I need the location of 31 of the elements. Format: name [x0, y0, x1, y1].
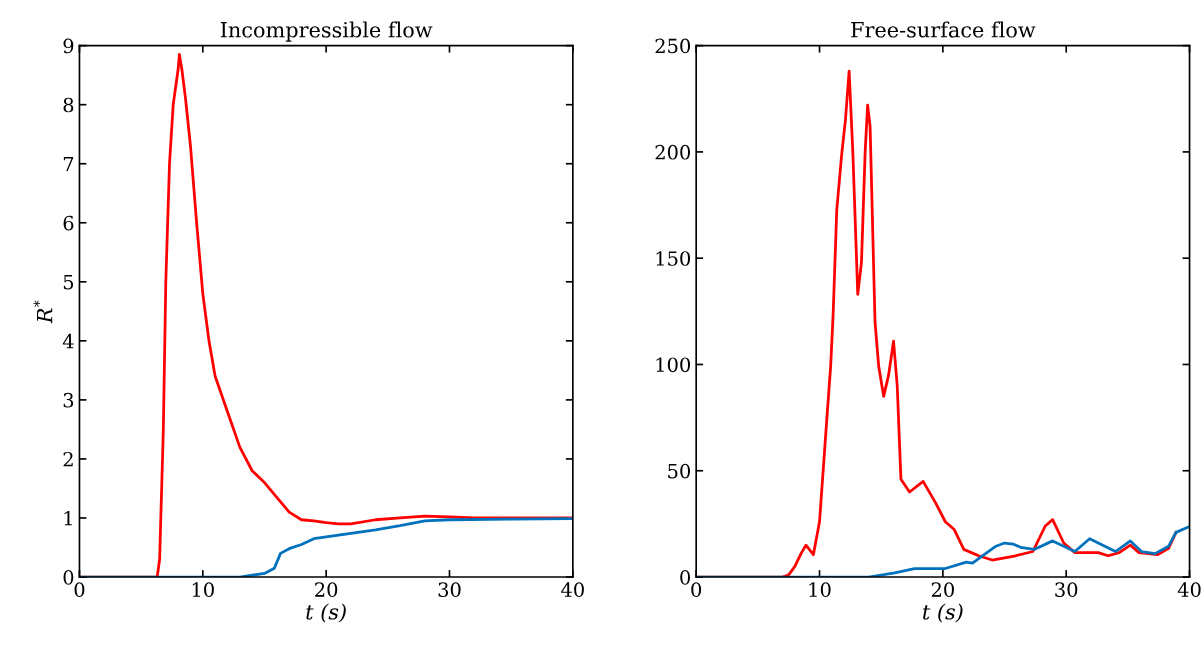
chart-title: Free-surface flow — [851, 21, 1036, 38]
chart-title: Incompressible flow — [220, 21, 433, 42]
y-tick-label: 7 — [63, 156, 74, 172]
x-tick-label: 40 — [1177, 582, 1201, 597]
y-tick-label: 4 — [62, 333, 74, 349]
x-axis-title: t (s) — [306, 603, 346, 623]
y-tick-label: 8 — [63, 97, 74, 113]
y-tick-label: 2 — [63, 451, 73, 467]
y-tick-label: 200 — [655, 144, 691, 160]
y-tick-label: 50 — [668, 463, 691, 479]
y-tick-label: 1 — [64, 510, 72, 526]
x-tick-label: 0 — [691, 582, 702, 597]
x-tick-label: 30 — [438, 582, 461, 597]
x-tick-label: 10 — [809, 582, 831, 597]
x-tick-label: 40 — [561, 582, 584, 597]
x-tick-label: 20 — [931, 582, 954, 597]
y-tick-label: 0 — [680, 569, 691, 585]
y-axis-title: R$^{*}$ — [33, 300, 53, 324]
y-tick-label: 150 — [656, 251, 691, 266]
x-tick-label: 20 — [315, 582, 338, 597]
x-tick-label: 0 — [74, 582, 85, 597]
x-tick-label: 10 — [192, 582, 214, 597]
y-tick-label: 3 — [63, 392, 74, 408]
y-tick-label: 100 — [656, 357, 691, 373]
y-tick-label: 9 — [63, 38, 74, 54]
y-tick-label: 0 — [63, 569, 74, 585]
y-tick-label: 5 — [63, 275, 74, 290]
y-tick-label: 250 — [655, 38, 691, 54]
y-tick-label: 6 — [63, 215, 74, 231]
x-tick-label: 30 — [1055, 582, 1078, 597]
x-axis-title: t (s) — [923, 603, 963, 623]
